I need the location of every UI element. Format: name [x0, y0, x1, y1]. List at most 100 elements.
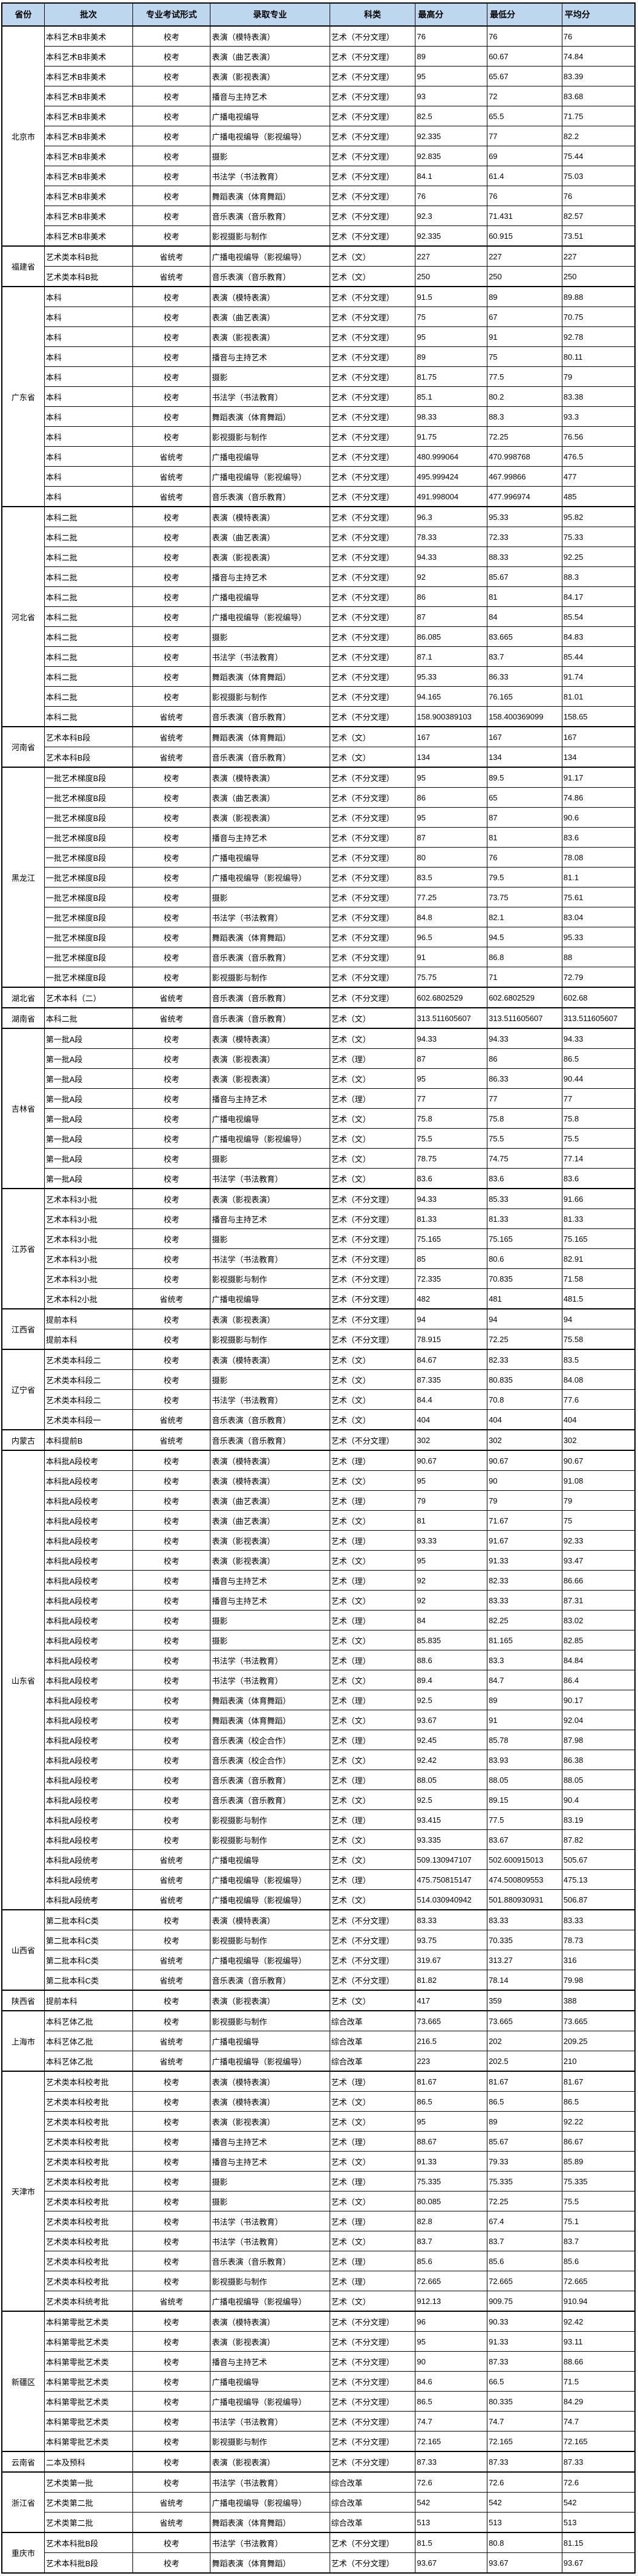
category-cell: 艺术（理）	[329, 1650, 416, 1670]
province-cell: 江西省	[1, 1308, 45, 1350]
category-cell: 艺术（不分文理）	[329, 2532, 416, 2553]
batch-cell: 本科批A段校考	[44, 1490, 133, 1511]
avg-score-cell: 302	[561, 1429, 636, 1451]
min-score-cell: 70.335	[487, 1930, 562, 1950]
exam-form-cell: 校考	[132, 1809, 211, 1830]
batch-cell: 第一批A段	[44, 1028, 133, 1049]
table-row: 第一批A段 校考 表演（影视表演） 艺术（理） 87 86 86.5	[2, 1048, 636, 1069]
table-row: 艺术类本科校考批 校考 播音与主持艺术 艺术（文） 91.33 79.33 85.89	[2, 2151, 636, 2172]
table-row: 第二批本科C类 省统考 音乐表演（音乐教育） 艺术（不分文理） 81.82 78.14 79…	[2, 1970, 636, 1991]
max-score-cell: 92.45	[415, 1730, 488, 1750]
category-cell: 艺术（不分文理）	[329, 225, 416, 247]
exam-form-cell: 校考	[132, 2231, 211, 2251]
exam-form-cell: 校考	[132, 406, 211, 427]
table-row: 本科批A段校考 校考 表演（曲艺表演） 艺术（文） 81 71.67 75	[2, 1510, 636, 1531]
min-score-cell: 84	[487, 606, 562, 627]
avg-score-cell: 388	[561, 1990, 636, 2011]
batch-cell: 本科第零批艺术类	[44, 2311, 133, 2332]
table-row: 艺术类本科校考批 校考 播音与主持艺术 艺术（理） 88.67 85.67 86.67	[2, 2131, 636, 2152]
max-score-cell: 95	[415, 807, 488, 828]
major-cell: 舞蹈表演（体育舞蹈）	[210, 2552, 330, 2574]
category-cell: 艺术（理）	[329, 2171, 416, 2192]
min-score-cell: 60.915	[487, 225, 562, 247]
major-cell: 音乐表演（校企合作）	[210, 1750, 330, 1770]
min-score-cell: 76	[487, 186, 562, 206]
score-table-body: 北京市 本科艺术B非美术 校考 表演（模特表演） 艺术（不分文理） 76 76 76 本科艺术B…	[1, 25, 636, 2574]
batch-cell: 本科第零批艺术类	[44, 2371, 133, 2392]
min-score-cell: 77.5	[487, 1809, 562, 1830]
category-cell: 艺术（理）	[329, 1610, 416, 1630]
min-score-cell: 81.165	[487, 1630, 562, 1650]
max-score-cell: 81.75	[415, 366, 488, 387]
exam-form-cell: 校考	[132, 1550, 211, 1571]
table-row: 本科 校考 摄影 艺术（不分文理） 81.75 77.5 79	[2, 366, 636, 387]
min-score-cell: 73.75	[487, 887, 562, 907]
exam-form-cell: 校考	[132, 1930, 211, 1950]
max-score-cell: 75.5	[415, 1128, 488, 1149]
province-cell: 湖南省	[1, 1007, 45, 1029]
table-row: 本科 校考 书法学（书法教育） 艺术（不分文理） 85.1 80.2 83.38	[2, 386, 636, 407]
min-score-cell: 83.33	[487, 1590, 562, 1611]
table-row: 本科批A段统考 省统考 广播电视编导 艺术（文） 509.130947107 502.60…	[2, 1849, 636, 1870]
batch-cell: 一批艺术梯度B段	[44, 767, 133, 788]
major-cell: 影视摄影与制作	[210, 1809, 330, 1830]
exam-form-cell: 校考	[132, 2431, 211, 2452]
min-score-cell: 83.6	[487, 1168, 562, 1189]
max-score-cell: 81	[415, 1510, 488, 1531]
province-cell: 湖北省	[1, 987, 45, 1008]
max-score-cell: 75	[415, 307, 488, 327]
category-cell: 艺术（不分文理）	[329, 166, 416, 186]
table-row: 本科艺体乙批 省统考 广播电视编导（影视编导） 综合改革 223 202.5 210	[2, 2051, 636, 2072]
exam-form-cell: 校考	[132, 1108, 211, 1129]
max-score-cell: 78.75	[415, 1148, 488, 1169]
min-score-cell: 65	[487, 787, 562, 808]
table-row: 艺术类本科校考批 校考 影视摄影与制作 艺术（理） 72.665 72.665 72.665	[2, 2271, 636, 2291]
max-score-cell: 514.030940942	[415, 1889, 488, 1910]
table-row: 本科 校考 表演（影视表演） 艺术（不分文理） 95 91 92.78	[2, 326, 636, 347]
table-row: 内蒙古 本科提前B 省统考 音乐表演（音乐教育） 艺术（不分文理） 302 302 302	[1, 1429, 636, 1451]
batch-cell: 艺术类本科校考批	[44, 2091, 133, 2112]
avg-score-cell: 92.22	[561, 2111, 636, 2132]
table-row: 重庆市 艺术本科批B段 校考 书法学（书法教育） 艺术（不分文理） 81.5 80.8 81.…	[1, 2532, 636, 2574]
max-score-cell: 96.5	[415, 927, 488, 947]
max-score-cell: 93.33	[415, 1530, 488, 1551]
exam-form-cell: 校考	[132, 2411, 211, 2432]
table-row: 上海市 本科艺体乙批 校考 影视摄影与制作 综合改革 73.665 73.665 73.665	[1, 2010, 636, 2072]
max-score-cell: 78.33	[415, 527, 488, 547]
batch-cell: 本科批A段校考	[44, 1590, 133, 1611]
table-row: 本科 省统考 音乐表演（音乐教育） 艺术（不分文理） 491.998004 477.996…	[2, 486, 636, 507]
table-row: 江苏省 艺术本科3小批 校考 表演（影视表演） 艺术（不分文理） 94.33 85.33 91…	[1, 1188, 636, 1309]
category-cell: 艺术（理）	[329, 2271, 416, 2291]
category-cell: 艺术（不分文理）	[329, 1209, 416, 1229]
major-cell: 表演（影视表演）	[210, 66, 330, 86]
min-score-cell: 89	[487, 286, 562, 307]
min-score-cell: 76	[487, 847, 562, 868]
major-cell: 表演（影视表演）	[210, 1068, 330, 1089]
major-cell: 表演（影视表演）	[210, 1990, 330, 2011]
table-row: 本科批A段校考 校考 表演（模特表演） 艺术（文） 95 90 91.08	[2, 1470, 636, 1491]
avg-score-cell: 83.7	[561, 2231, 636, 2251]
min-score-cell: 167	[487, 726, 562, 747]
table-row: 本科批A段校考 校考 摄影 艺术（理） 84 82.25 83.02	[2, 1610, 636, 1630]
category-cell: 艺术（文）	[329, 2091, 416, 2112]
category-cell: 艺术（不分文理）	[329, 1970, 416, 1991]
table-row: 本科二批 校考 摄影 艺术（不分文理） 86.085 83.665 84.83	[2, 626, 636, 647]
batch-cell: 本科批A段校考	[44, 1690, 133, 1710]
category-cell: 艺术（不分文理）	[329, 2331, 416, 2352]
category-cell: 艺术（不分文理）	[329, 1188, 416, 1209]
avg-score-cell: 75.44	[561, 146, 636, 166]
avg-score-cell: 89.88	[561, 286, 636, 307]
exam-form-cell: 省统考	[132, 1889, 211, 1910]
avg-score-cell: 87.98	[561, 1730, 636, 1750]
major-cell: 表演（影视表演）	[210, 547, 330, 567]
exam-form-cell: 校考	[132, 1650, 211, 1670]
exam-form-cell: 校考	[132, 346, 211, 367]
category-cell: 艺术（不分文理）	[329, 46, 416, 67]
table-row: 一批艺术梯度B段 校考 表演（影视表演） 艺术（不分文理） 95 87 90.6	[2, 807, 636, 828]
batch-cell: 本科艺术B非美术	[44, 186, 133, 206]
table-row: 云南省 二本及预科 校考 表演（影视表演） 艺术（不分文理） 87.33 87.33 87.3…	[1, 2451, 636, 2473]
category-cell: 艺术（不分文理）	[329, 286, 416, 307]
table-row: 艺术本科3小批 校考 书法学（书法教育） 艺术（不分文理） 85 80.6 82.91	[2, 1248, 636, 1269]
header-row: 省份 批次 专业考试形式 录取专业 科类 最高分 最低分 平均分	[1, 2, 636, 27]
col-header-batch: 批次	[44, 2, 133, 27]
